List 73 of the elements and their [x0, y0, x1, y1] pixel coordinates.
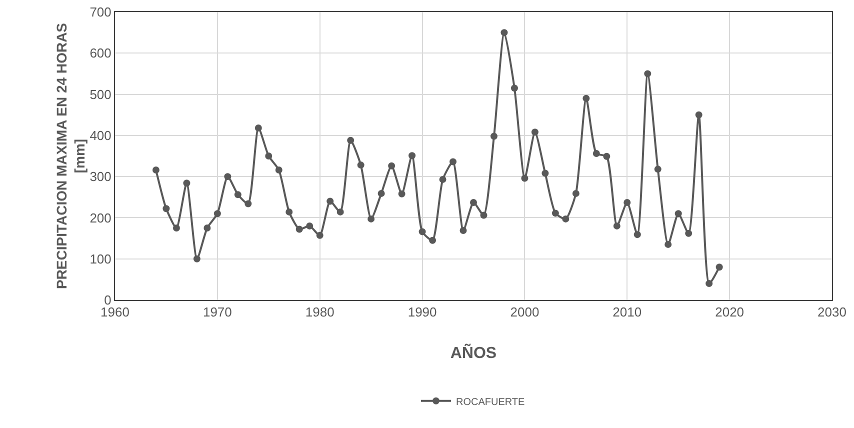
point — [592, 150, 600, 158]
x-tick-label: 1970 — [202, 304, 232, 320]
point — [254, 124, 262, 132]
point — [531, 128, 538, 136]
point — [275, 166, 282, 174]
point — [336, 208, 344, 216]
point — [193, 255, 200, 262]
point — [460, 226, 467, 234]
point — [388, 162, 396, 170]
y-axis-title: PRECIPITACION MAXIMA EN 24 HORAS [mm] — [53, 22, 88, 290]
point — [152, 166, 160, 174]
point — [572, 190, 580, 197]
point — [603, 152, 610, 160]
point — [326, 198, 334, 205]
point — [162, 205, 170, 212]
x-tick-label: 1990 — [408, 304, 437, 320]
point — [172, 224, 180, 232]
point — [214, 210, 221, 218]
y-tick-label: 500 — [90, 86, 112, 102]
point — [470, 198, 477, 206]
y-tick-label: 300 — [90, 169, 112, 184]
point — [634, 231, 641, 238]
point — [286, 208, 293, 216]
point — [439, 176, 446, 183]
y-tick-label: 700 — [90, 4, 112, 20]
y-tick-label: 400 — [90, 128, 112, 143]
point — [306, 222, 314, 230]
y-tick-label: 100 — [90, 251, 112, 266]
point — [408, 152, 416, 160]
point — [418, 228, 426, 236]
point — [204, 224, 211, 232]
point — [398, 190, 406, 198]
point — [695, 111, 702, 118]
point — [450, 158, 457, 166]
point — [685, 230, 692, 237]
point — [500, 29, 508, 36]
y-tick-label: 600 — [90, 46, 112, 61]
point — [244, 200, 252, 208]
point — [542, 170, 549, 177]
point — [624, 198, 631, 206]
point — [706, 280, 713, 288]
point — [552, 210, 559, 217]
point — [644, 70, 652, 78]
point — [368, 215, 375, 222]
point — [716, 264, 723, 271]
point — [582, 94, 590, 102]
x-axis-title: AÑOS — [450, 343, 497, 362]
x-tick-label: 1980 — [305, 304, 334, 320]
point — [296, 226, 303, 233]
x-tick-label: 2010 — [612, 304, 642, 320]
point — [510, 84, 518, 92]
point — [664, 240, 672, 248]
x-tick-label: 2000 — [510, 304, 540, 320]
point — [613, 222, 620, 230]
point — [654, 166, 662, 173]
point — [562, 215, 570, 222]
point — [521, 174, 528, 182]
point — [357, 162, 364, 169]
point — [378, 190, 385, 197]
legend-label: ROCAFUERTE — [456, 396, 526, 408]
y-tick-label: 200 — [90, 210, 112, 226]
point — [480, 212, 488, 219]
point — [429, 236, 436, 244]
point — [347, 136, 354, 144]
point — [234, 191, 242, 198]
point — [490, 132, 498, 140]
point — [224, 173, 232, 180]
x-tick-label: 2020 — [715, 304, 744, 320]
point — [316, 232, 324, 239]
point — [265, 152, 272, 160]
point — [674, 210, 682, 218]
point — [183, 180, 190, 187]
x-tick-label: 2030 — [818, 304, 846, 320]
